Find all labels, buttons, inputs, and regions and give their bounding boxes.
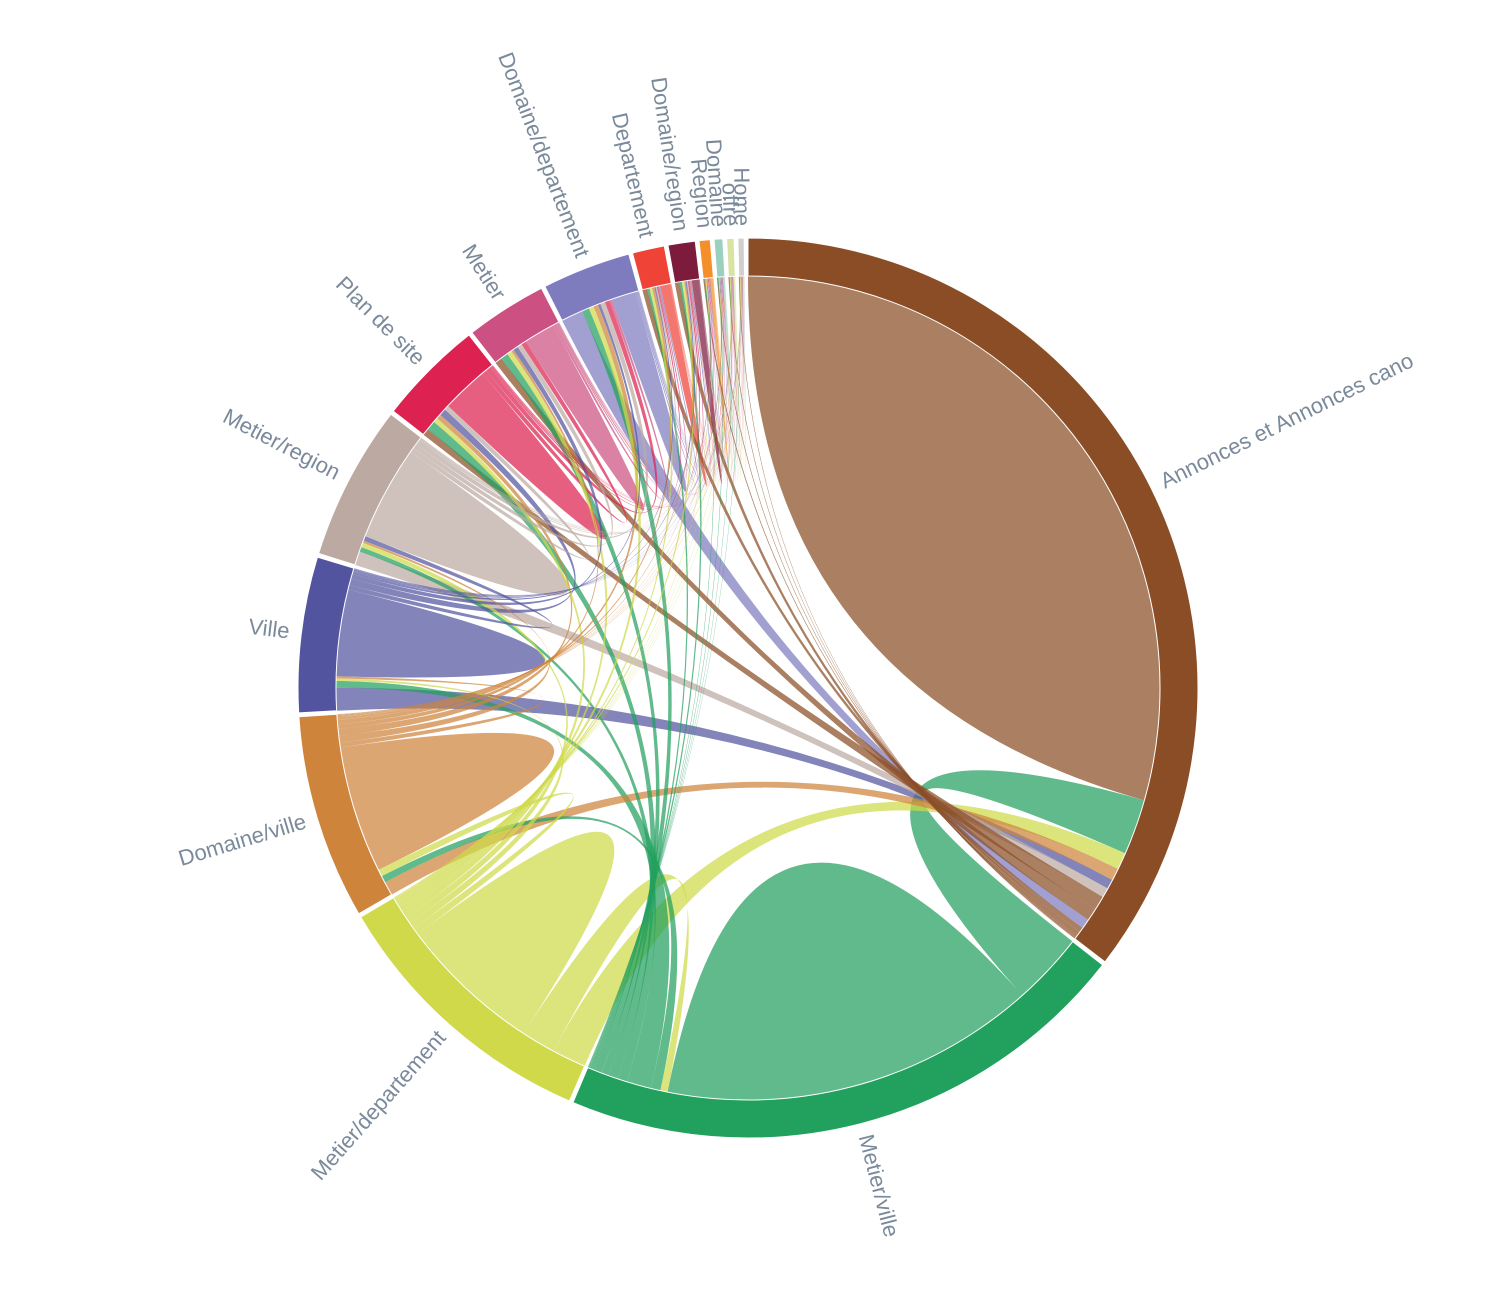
- ribbon-metier-to-metier[interactable]: [525, 324, 645, 511]
- group-arc-ville[interactable]: [297, 556, 355, 714]
- ribbon-annonces-et-annonces-cano-to-plan-de-site[interactable]: [423, 428, 1103, 910]
- ribbon-domaine-to-domaine[interactable]: [722, 276, 736, 483]
- group-arc-domaine-region[interactable]: [667, 240, 701, 284]
- ribbon-metier-departement-to-region[interactable]: [394, 278, 711, 900]
- group-arc-domaine-departement[interactable]: [544, 253, 640, 322]
- group-label-domaine: Domaine: [701, 138, 732, 228]
- group-arc-plan-de-site[interactable]: [392, 334, 494, 436]
- group-arc-offre[interactable]: [726, 237, 736, 277]
- ribbon-departement-to-departement[interactable]: [660, 283, 707, 487]
- group-arc-domaine-ville[interactable]: [298, 713, 393, 915]
- group-label-plan-de-site: Plan de site: [331, 271, 430, 370]
- group-label-domaine-departement: Domaine/departement: [493, 49, 595, 261]
- group-arc-region[interactable]: [698, 239, 714, 280]
- ribbon-metier-ville-to-domaine-departement[interactable]: [581, 308, 672, 1074]
- group-label-metier-ville: Metier/ville: [854, 1132, 905, 1240]
- ribbon-plan-de-site-to-departement[interactable]: [489, 285, 682, 510]
- ribbon-domaine-ville-to-domaine-ville[interactable]: [340, 732, 555, 870]
- group-arc-departement[interactable]: [631, 245, 672, 291]
- ribbon-annonces-et-annonces-cano-to-metier-region[interactable]: [354, 551, 1108, 898]
- ribbon-domaine-departement-to-domaine-departement[interactable]: [611, 291, 687, 492]
- group-label-domaine-ville: Domaine/ville: [175, 809, 309, 871]
- ribbon-ville-to-ville[interactable]: [336, 589, 546, 678]
- group-arc-annonces-et-annonces-cano[interactable]: [747, 237, 1199, 963]
- ribbon-offre-to-home[interactable]: [734, 276, 745, 483]
- ribbon-plan-de-site-to-plan-de-site[interactable]: [447, 373, 608, 540]
- group-label-metier-departement: Metier/departement: [306, 1025, 451, 1185]
- ribbon-annonces-et-annonces-cano-to-domaine-ville[interactable]: [384, 781, 1119, 895]
- group-arc-metier[interactable]: [471, 287, 560, 364]
- group-label-metier-region: Metier/region: [219, 403, 344, 484]
- group-label-offre: offre: [717, 182, 744, 227]
- ribbon-metier-departement-to-metier-departement[interactable]: [417, 831, 615, 1034]
- arcs-layer: [297, 237, 1199, 1139]
- group-label-annonces-et-annonces-cano: Annonces et Annonces cano: [1156, 348, 1417, 494]
- ribbon-metier-region-to-metier-region[interactable]: [365, 451, 569, 596]
- ribbon-annonces-et-annonces-cano-to-annonces-et-annonces-cano[interactable]: [748, 276, 1160, 801]
- ribbon-metier-ville-to-metier-ville[interactable]: [667, 862, 1023, 1101]
- ribbon-metier-departement-to-metier-region[interactable]: [360, 542, 568, 923]
- group-arc-metier-ville[interactable]: [572, 940, 1104, 1139]
- ribbon-metier-to-domaine-departement[interactable]: [553, 299, 668, 501]
- ribbons-layer: [336, 276, 1160, 1101]
- group-arc-home[interactable]: [737, 237, 746, 277]
- group-label-home: Home: [729, 167, 755, 226]
- group-label-metier: Metier: [457, 240, 511, 305]
- ribbon-offre-to-offre[interactable]: [733, 276, 742, 483]
- group-label-ville: Ville: [247, 614, 291, 644]
- ribbon-metier-departement-to-plan-de-site[interactable]: [401, 418, 585, 918]
- group-label-departement: Departement: [607, 110, 660, 240]
- ribbon-annonces-et-annonces-cano-to-metier-ville[interactable]: [910, 770, 1145, 996]
- ribbon-metier-ville-to-plan-de-site[interactable]: [427, 421, 656, 1079]
- group-arc-metier-region[interactable]: [317, 413, 422, 566]
- ribbon-home-to-home[interactable]: [743, 276, 747, 483]
- group-arc-domaine[interactable]: [713, 238, 726, 278]
- group-arc-metier-departement[interactable]: [359, 897, 586, 1102]
- ribbon-plan-de-site-to-domaine-departement[interactable]: [485, 300, 658, 514]
- ribbon-domaine-departement-to-region[interactable]: [637, 277, 720, 487]
